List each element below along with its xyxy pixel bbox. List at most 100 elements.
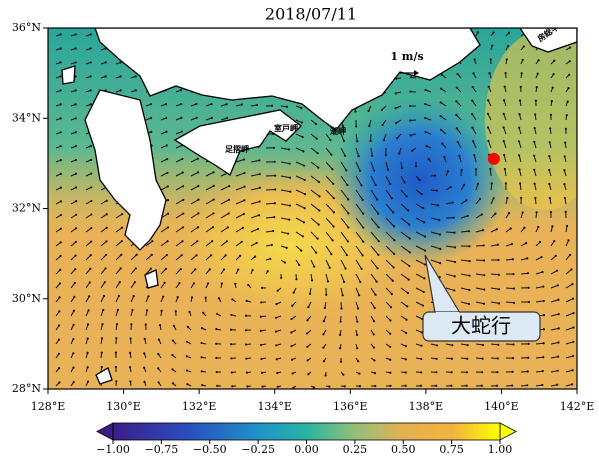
current-arrow [385,245,395,255]
current-arrow-head [526,272,530,275]
current-arrow-head [59,103,62,106]
station-marker [487,152,500,165]
current-arrow-head [74,117,77,120]
current-arrow-head [367,109,370,113]
current-arrow-head [166,198,170,202]
current-arrow-head [519,85,522,88]
current-arrow [295,175,305,181]
current-arrow-head [356,140,359,143]
current-arrow-head [174,310,177,313]
current-arrow [115,254,122,261]
current-arrow [475,301,485,305]
current-arrow-head [74,47,77,50]
current-arrow-head [58,367,61,370]
current-arrow-head [135,253,138,256]
current-arrow-head [526,257,529,260]
current-arrow [295,147,304,152]
current-arrow [220,185,230,191]
current-arrow-head [518,168,521,171]
current-arrow-head [341,125,345,128]
current-arrow-head [564,127,567,130]
current-arrow-head [90,226,93,230]
current-arrow-head [375,280,378,283]
current-arrow-head [231,298,234,301]
current-arrow [535,300,544,303]
current-arrow-head [256,227,260,231]
current-arrow-head [274,330,278,333]
current-arrow-head [541,370,544,373]
current-arrow-head [215,356,218,360]
current-arrow-head [149,116,153,120]
current-arrow-head [228,184,231,188]
current-arrow-head [128,351,132,354]
current-arrow-head [520,72,523,75]
current-arrow-head [166,171,169,174]
current-arrow-head [434,174,437,177]
current-arrow [400,203,409,211]
current-arrow-head [90,172,93,175]
current-arrow-head [450,371,453,374]
current-arrow-head [300,106,303,110]
current-arrow-head [481,357,484,360]
current-arrow-head [59,158,62,162]
current-arrow-head [179,89,183,92]
current-arrow-head [455,113,458,116]
current-arrow [400,315,407,321]
current-arrow-head [571,283,574,286]
current-arrow-head [496,243,499,246]
current-arrow [503,127,507,135]
current-arrow-head [343,154,347,157]
current-arrow [518,155,522,163]
current-arrow [415,315,423,320]
current-arrow [400,287,409,294]
current-arrow [295,203,305,209]
honshu [94,28,481,131]
current-arrow [415,301,424,306]
current-arrow-head [456,72,459,76]
current-arrow-head [227,212,230,215]
current-arrow-head [285,105,288,108]
current-arrow [415,259,426,265]
current-arrow-head [523,226,526,229]
current-arrow-head [212,171,215,174]
current-arrow [550,284,559,289]
current-arrow-head [377,253,380,256]
current-arrow [385,161,389,170]
current-arrow [190,158,198,163]
current-arrow-head [240,103,243,106]
current-arrow-head [225,240,229,243]
current-arrow [565,355,574,359]
current-arrow-head [554,254,557,257]
current-arrow-head [329,138,332,142]
current-arrow-head [356,347,359,350]
current-arrow-head [344,267,347,270]
current-arrow-head [102,308,105,312]
current-arrow [325,231,334,241]
current-arrow-head [339,360,343,363]
current-arrow-head [391,279,394,282]
current-arrow-head [181,185,185,188]
current-arrow [100,227,107,233]
current-arrow-head [259,343,263,347]
current-arrow-head [467,230,470,233]
current-arrow-head [393,252,396,255]
current-arrow-head [409,90,412,93]
current-arrow-head [389,332,392,335]
current-arrow-head [104,253,108,256]
current-arrow-head [389,358,392,361]
current-arrow-head [160,309,163,312]
current-arrow [100,254,107,261]
current-arrow [445,245,456,248]
current-arrow-head [394,107,397,110]
current-arrow-head [186,383,189,386]
current-arrow [400,273,410,280]
current-arrow-head [100,365,103,369]
current-arrow-head [287,232,290,235]
current-arrow-head [134,89,137,92]
current-arrow-head [59,145,62,148]
current-arrow-head [441,142,444,145]
current-arrow-head [408,237,411,240]
current-arrow [250,214,260,219]
current-arrow-head [569,253,572,256]
current-arrow-head [260,301,263,304]
